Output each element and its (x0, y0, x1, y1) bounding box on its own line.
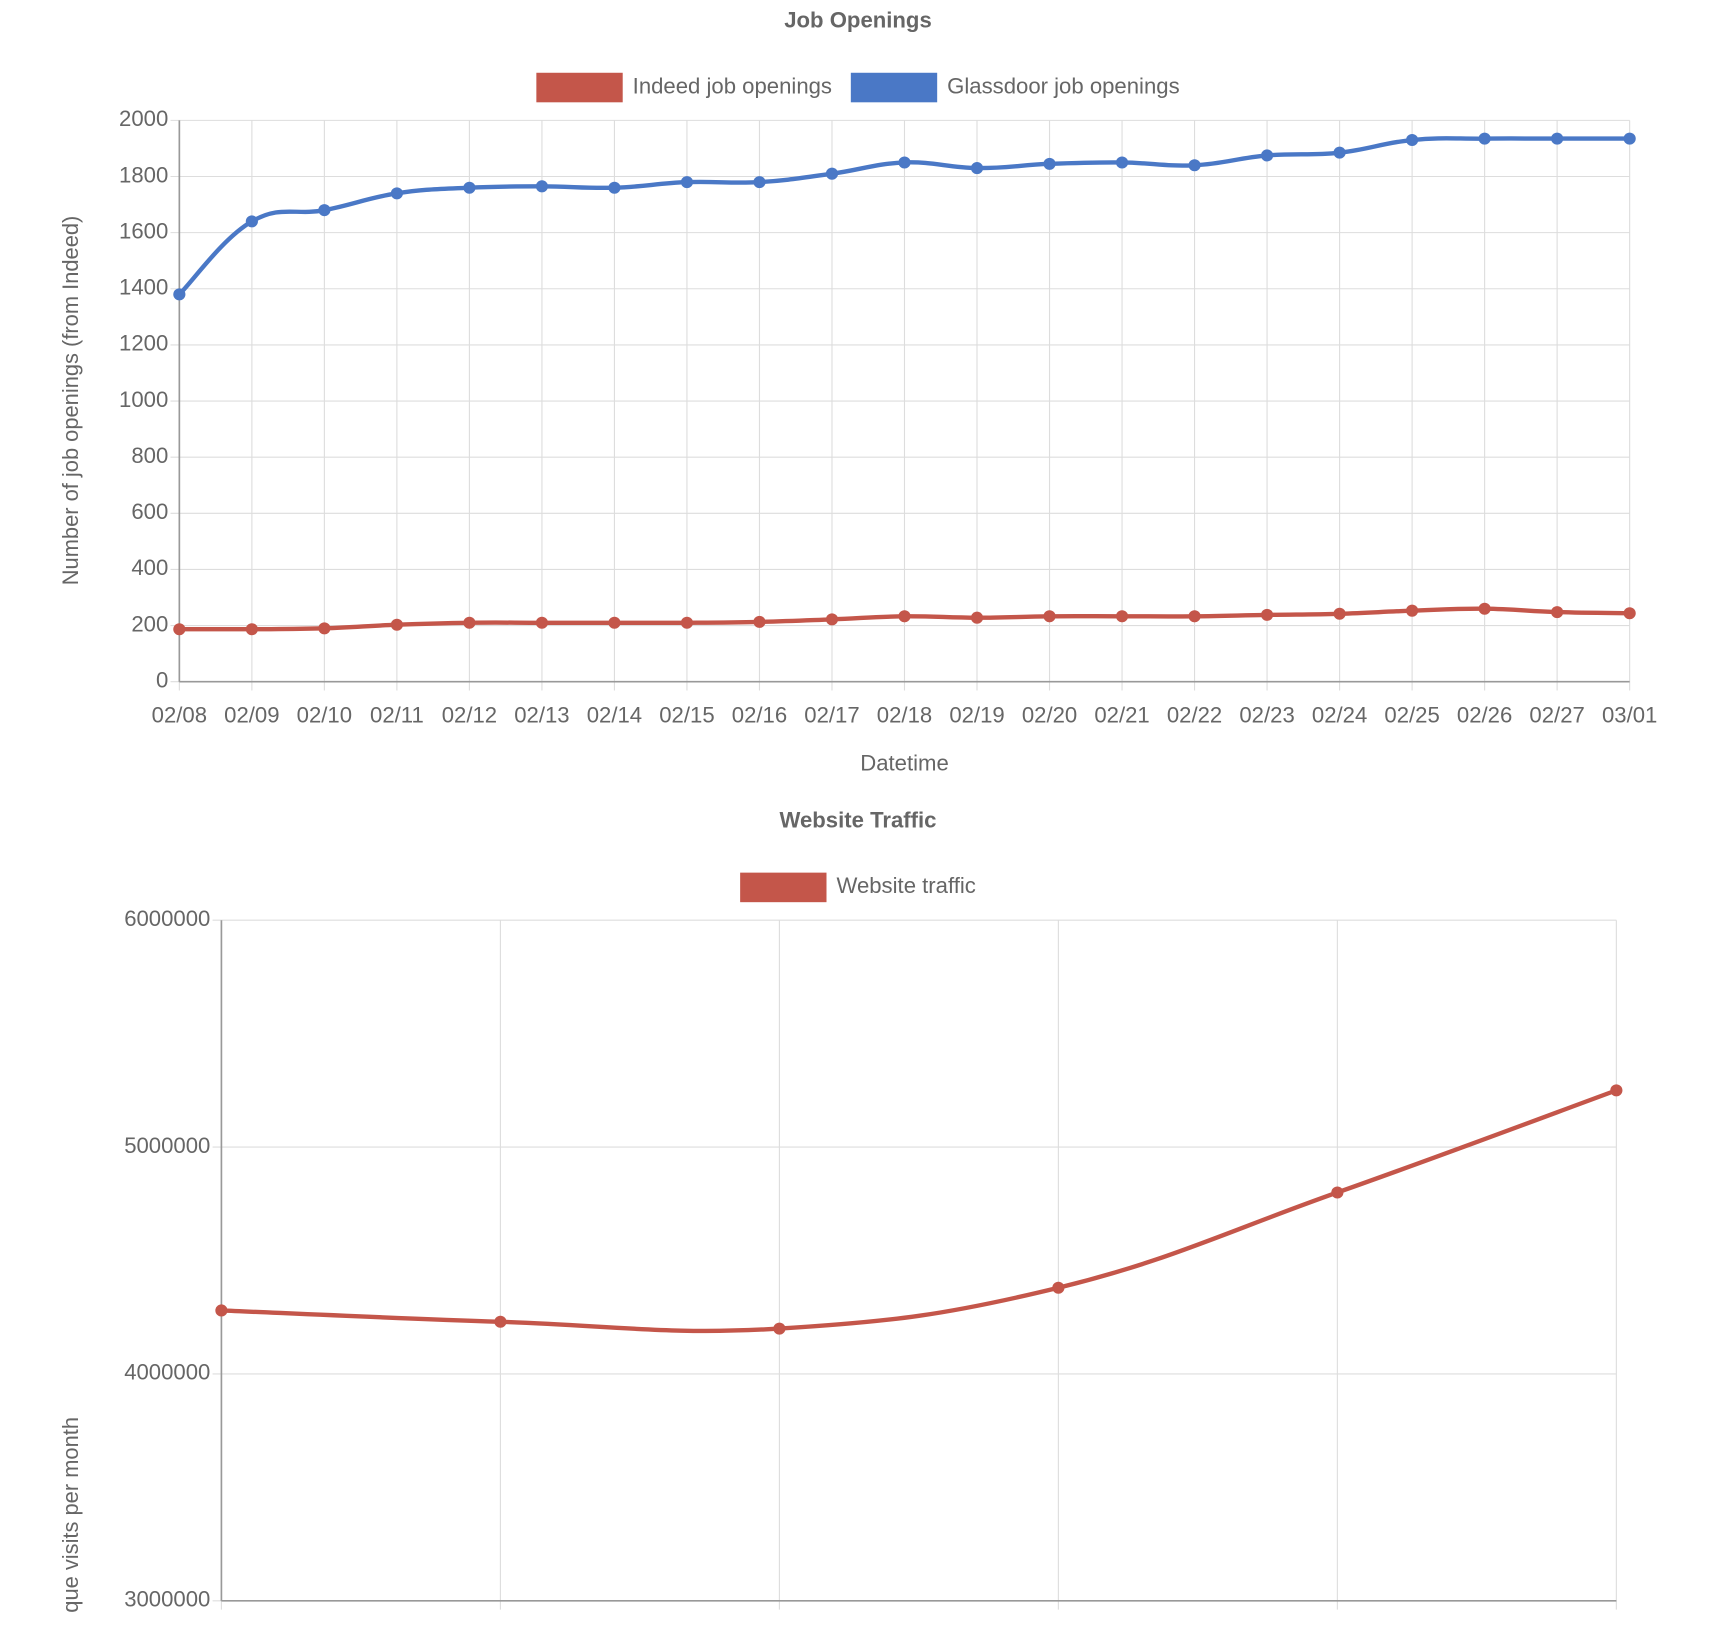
point (1406, 604, 1419, 617)
y-tick-label: 0 (156, 668, 168, 693)
point (898, 610, 911, 623)
x-axis-label: Datetime (860, 751, 949, 776)
legend-swatch (536, 72, 623, 103)
x-tick-label: 02/09 (224, 703, 279, 728)
point (1260, 608, 1274, 621)
point (390, 618, 403, 631)
x-tick-label: 02/17 (804, 703, 859, 728)
x-tick-label: 02/18 (877, 703, 932, 728)
point (1333, 607, 1346, 620)
point (1478, 602, 1491, 615)
point (245, 623, 258, 636)
point (1052, 1281, 1065, 1294)
point (753, 615, 766, 628)
x-tick-label: 02/20 (1022, 703, 1077, 728)
legend-label: Glassdoor job openings (947, 73, 1180, 98)
legend-label: Website traffic (836, 873, 975, 898)
point (463, 616, 476, 629)
point (173, 288, 186, 301)
point (1623, 132, 1636, 145)
point (173, 623, 186, 636)
point (1188, 610, 1201, 623)
point (608, 181, 621, 194)
chart-title: Website Traffic (779, 808, 936, 833)
y-tick-label: 5000000 (124, 1133, 210, 1158)
x-tick-label: 02/19 (949, 703, 1004, 728)
point (1333, 146, 1346, 159)
point (898, 156, 911, 169)
point (970, 611, 984, 624)
x-tick-label: 02/10 (297, 703, 352, 728)
x-tick-label: 02/24 (1312, 703, 1367, 728)
legend-label: Indeed job openings (633, 73, 832, 98)
point (773, 1322, 786, 1335)
x-tick-label: 02/16 (732, 703, 787, 728)
point (318, 204, 331, 217)
y-tick-label: 2000 (119, 106, 168, 131)
point (494, 1315, 507, 1328)
legend-swatch (740, 872, 827, 903)
y-axis-label: que visits per month (58, 1417, 83, 1613)
point (535, 616, 549, 629)
point (970, 162, 984, 175)
y-tick-label: 1200 (119, 331, 168, 356)
x-tick-label: 02/22 (1167, 703, 1222, 728)
y-tick-label: 1600 (119, 219, 168, 244)
y-tick-label: 400 (131, 555, 168, 580)
point (318, 622, 331, 635)
point (1478, 132, 1491, 145)
point (680, 616, 694, 629)
x-tick-label: 02/14 (587, 703, 642, 728)
point (680, 176, 694, 189)
y-axis-label: Number of job openings (from Indeed) (58, 216, 83, 586)
x-tick-label: 02/12 (442, 703, 497, 728)
point (1043, 610, 1056, 623)
x-tick-label: 02/26 (1457, 703, 1512, 728)
y-tick-label: 4000000 (124, 1360, 210, 1385)
point (1551, 606, 1564, 619)
point (1115, 610, 1129, 623)
x-tick-label: 02/25 (1384, 703, 1439, 728)
legend-swatch (850, 72, 938, 103)
point (463, 181, 476, 194)
x-tick-label: 02/23 (1239, 703, 1294, 728)
point (1623, 607, 1636, 620)
point (1115, 156, 1129, 169)
y-tick-label: 600 (131, 499, 168, 524)
point (1551, 132, 1564, 145)
x-tick-label: 02/15 (659, 703, 714, 728)
y-tick-label: 1800 (119, 162, 168, 187)
point (1331, 1186, 1344, 1199)
point (1260, 149, 1274, 162)
point (390, 187, 403, 200)
series-line (221, 1088, 1618, 1334)
x-tick-label: 02/13 (514, 703, 569, 728)
point (608, 616, 621, 629)
x-tick-label: 02/21 (1094, 703, 1149, 728)
point (245, 215, 258, 228)
y-tick-label: 6000000 (124, 906, 210, 931)
point (825, 613, 839, 626)
point (1188, 159, 1201, 172)
chart-title: Job Openings (784, 8, 932, 33)
y-tick-label: 1000 (119, 387, 168, 412)
y-tick-label: 800 (131, 443, 168, 468)
point (535, 180, 549, 193)
point (215, 1304, 228, 1317)
point (1406, 133, 1419, 147)
point (825, 167, 839, 180)
x-tick-label: 02/11 (370, 703, 424, 728)
point (753, 176, 766, 189)
y-tick-label: 200 (131, 611, 168, 636)
x-tick-label: 03/01 (1602, 703, 1657, 728)
point (1610, 1084, 1623, 1097)
x-tick-label: 02/27 (1529, 703, 1584, 728)
x-tick-label: 02/08 (152, 703, 207, 728)
point (1043, 157, 1056, 170)
y-tick-label: 3000000 (124, 1587, 210, 1612)
y-tick-label: 1400 (119, 275, 168, 300)
